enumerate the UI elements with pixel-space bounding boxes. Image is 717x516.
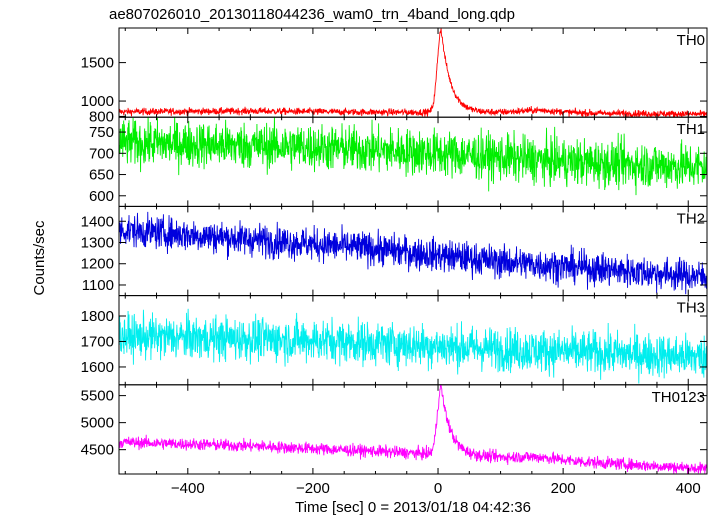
series-th1 (119, 117, 707, 196)
x-tick-label: 0 (434, 480, 442, 497)
series-th0 (119, 28, 707, 118)
x-axis: −400 −200 0 200 400 (171, 480, 701, 497)
panel-th1: 600 650 700 750 TH1 (89, 116, 708, 207)
y-tick-label: 650 (89, 167, 114, 184)
series-th2 (119, 211, 707, 295)
y-tick-label: 1700 (81, 333, 114, 350)
y-tick-label: 1100 (82, 277, 114, 294)
panel-th0123: 4500 5000 5500 TH0123 (81, 384, 708, 475)
y-tick-label: 1200 (81, 256, 114, 273)
panel-label: TH0 (677, 32, 705, 49)
panel-label: TH1 (677, 121, 705, 138)
x-axis-label: Time [sec] 0 = 2013/01/18 04:42:36 (295, 499, 531, 516)
panel-frame (118, 27, 708, 118)
panel-label: TH3 (677, 300, 705, 317)
panel-frame (118, 384, 708, 475)
x-tick-label: 200 (551, 480, 576, 497)
y-tick-label: 1500 (81, 55, 114, 72)
x-tick-label: −400 (171, 480, 205, 497)
y-tick-label: 600 (89, 188, 114, 205)
y-tick-label: 800 (89, 108, 114, 125)
y-tick-label: 5000 (81, 415, 114, 432)
y-tick-label: 5500 (81, 388, 114, 405)
y-tick-label: 4500 (81, 442, 114, 459)
y-tick-label: 1800 (81, 308, 114, 325)
y-tick-label: 1400 (81, 213, 114, 230)
y-tick-label: 1300 (81, 235, 114, 252)
x-tick-label: −200 (296, 480, 330, 497)
y-tick-label: 1600 (81, 359, 114, 376)
series-th3 (119, 308, 707, 384)
x-tick-label: 400 (676, 480, 701, 497)
y-tick-label: 750 (89, 124, 114, 141)
panel-label: TH2 (677, 210, 705, 227)
panel-label: TH0123 (652, 389, 705, 406)
chart-title: ae807026010_20130118044236_wam0_trn_4ban… (109, 6, 515, 23)
panel-th2: 1100 1200 1300 1400 TH2 (81, 205, 708, 297)
y-tick-label: 1000 (81, 93, 114, 110)
panel-th3: 1600 1700 1800 TH3 (81, 295, 708, 386)
y-tick-label: 700 (89, 145, 114, 162)
y-axis-label: Counts/sec (31, 220, 48, 296)
series-th0123 (119, 384, 707, 474)
